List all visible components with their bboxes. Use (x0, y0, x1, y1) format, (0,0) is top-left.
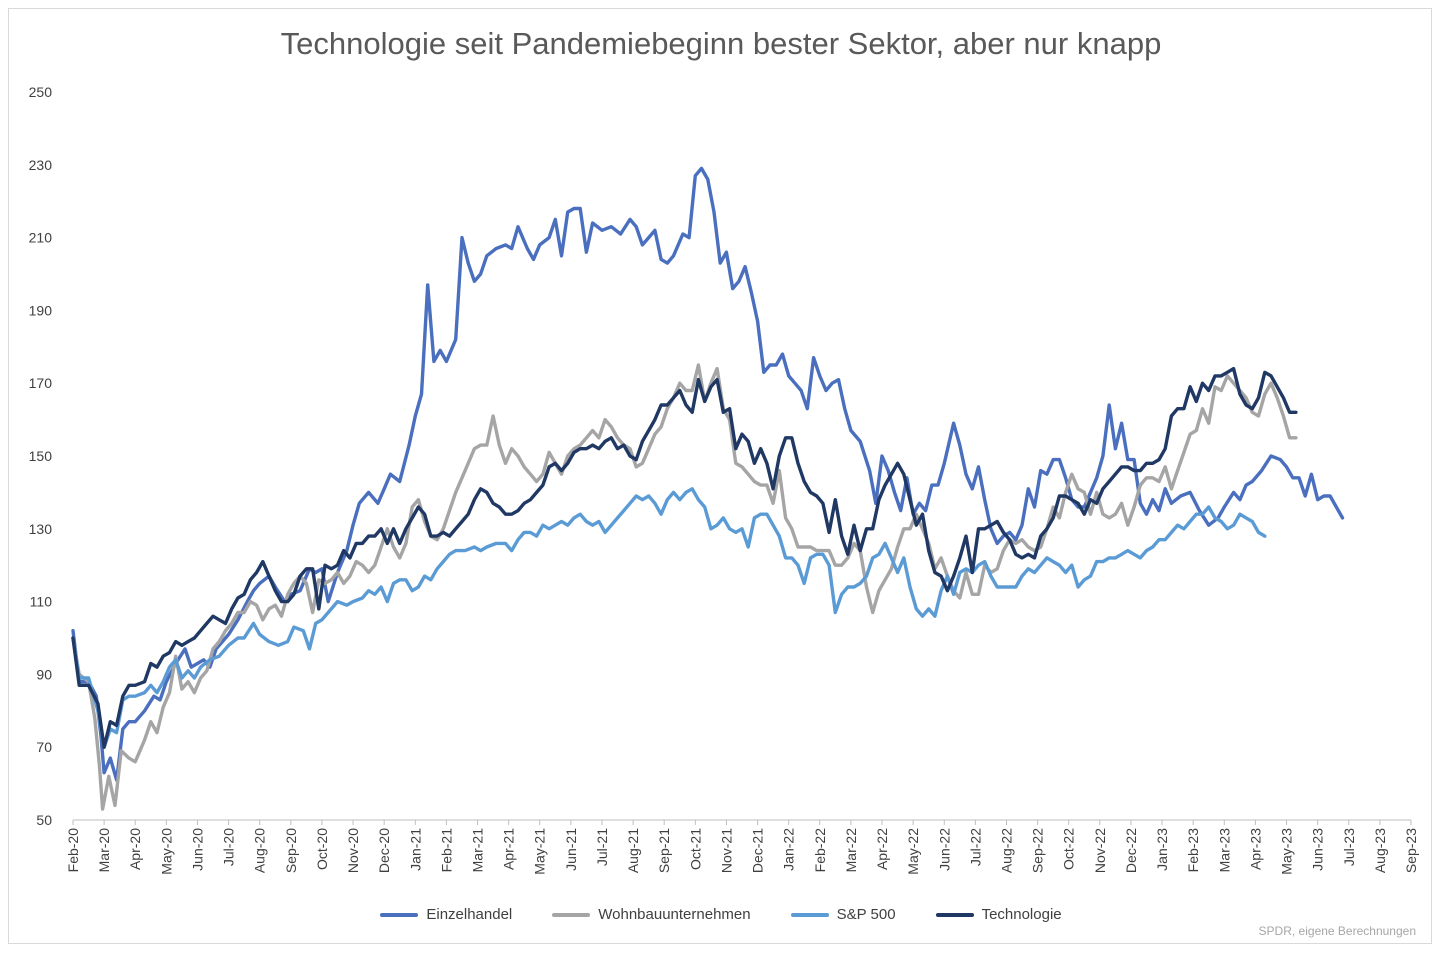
x-tick-label: Sep-20 (283, 828, 299, 873)
x-tick-label: Jan-22 (781, 828, 797, 871)
y-tick-label: 170 (29, 375, 53, 391)
x-tick-label: Mar-21 (470, 828, 486, 873)
legend-swatch (790, 912, 829, 917)
legend-item: Technologie (935, 906, 1062, 923)
series-line-s-p-500 (71, 487, 1267, 749)
chart-legend: Einzelhandel Wohnbauunternehmen S&P 500 Tec… (0, 906, 1442, 923)
y-tick-label: 110 (30, 594, 53, 610)
x-tick-label: May-20 (158, 828, 174, 875)
x-tick-label: Oct-21 (687, 828, 703, 870)
x-tick-label: Sep-21 (656, 828, 672, 873)
y-tick-label: 150 (29, 448, 53, 464)
x-tick-label: Feb-21 (438, 828, 454, 873)
chart-title: Technologie seit Pandemiebeginn bester S… (280, 26, 1162, 61)
x-axis: Feb-20 Mar-20 Apr-20 May-20 Jun-20 Jul-20 Aug-… (65, 819, 1419, 875)
x-tick-label: Jul-20 (221, 828, 237, 866)
series-line-technologie (71, 366, 1298, 749)
legend-label: Technologie (981, 906, 1062, 923)
legend-item: Einzelhandel (380, 906, 512, 923)
x-tick-label: Apr-23 (1247, 828, 1263, 870)
x-tick-label: Nov-21 (718, 828, 734, 873)
x-tick-label: Nov-22 (1092, 828, 1108, 873)
x-tick-label: Feb-23 (1185, 828, 1201, 873)
x-tick-label: Jan-23 (1154, 828, 1170, 871)
x-tick-label: Apr-20 (127, 828, 143, 870)
x-tick-label: Nov-20 (345, 828, 361, 873)
x-tick-label: May-23 (1279, 828, 1295, 875)
x-tick-label: Aug-22 (998, 828, 1014, 873)
x-tick-label: May-22 (905, 828, 921, 875)
y-tick-label: 230 (29, 157, 53, 173)
x-tick-label: Jun-20 (189, 828, 205, 871)
series-line-einzelhandel (71, 166, 1345, 782)
y-tick-label: 50 (36, 812, 52, 828)
x-tick-label: Mar-20 (96, 828, 112, 873)
legend-label: S&P 500 (836, 906, 896, 923)
y-tick-label: 90 (36, 666, 52, 682)
legend-swatch (935, 912, 974, 917)
legend-item: S&P 500 (790, 906, 896, 923)
x-tick-label: Dec-20 (376, 828, 392, 873)
x-tick-label: Apr-22 (874, 828, 890, 870)
x-tick-label: Jun-22 (936, 828, 952, 871)
x-tick-label: May-21 (532, 828, 548, 875)
x-tick-label: Aug-23 (1372, 828, 1388, 873)
x-tick-label: Jun-23 (1310, 828, 1326, 871)
y-tick-label: 210 (29, 230, 53, 246)
y-tick-label: 250 (29, 84, 53, 100)
x-tick-label: Sep-23 (1403, 828, 1419, 873)
x-tick-label: Jul-21 (594, 828, 610, 866)
y-tick-label: 70 (36, 739, 52, 755)
legend-item: Wohnbauunternehmen (552, 906, 751, 923)
chart-frame (8, 8, 1432, 944)
legend-swatch (380, 912, 419, 917)
series-lines (71, 166, 1345, 811)
legend-label: Einzelhandel (426, 906, 513, 923)
x-tick-label: Aug-21 (625, 828, 641, 873)
x-tick-label: Jun-21 (563, 828, 579, 871)
y-tick-label: 190 (29, 302, 53, 318)
series-line-wohnbauunternehmen (71, 363, 1298, 811)
x-tick-label: Jul-22 (967, 828, 983, 866)
x-tick-label: Feb-20 (65, 828, 81, 873)
x-tick-label: Jul-23 (1341, 828, 1357, 866)
y-tick-label: 130 (29, 521, 53, 537)
legend-swatch (552, 912, 591, 917)
x-tick-label: Oct-20 (314, 828, 330, 870)
x-tick-label: Aug-20 (252, 828, 268, 873)
x-tick-label: Oct-22 (1061, 828, 1077, 870)
x-tick-label: Dec-22 (1123, 828, 1139, 873)
x-tick-label: Dec-21 (750, 828, 766, 873)
source-note: SPDR, eigene Berechnungen (1258, 924, 1416, 938)
y-axis: 50 70 90 110 130 150 170 190 210 230 250 (29, 84, 53, 828)
x-tick-label: Mar-22 (843, 828, 859, 873)
x-tick-label: Feb-22 (812, 828, 828, 873)
x-tick-label: Sep-22 (1030, 828, 1046, 873)
x-tick-label: Jan-21 (407, 828, 423, 871)
legend-label: Wohnbauunternehmen (598, 906, 751, 923)
x-tick-label: Mar-23 (1216, 828, 1232, 873)
x-tick-label: Apr-21 (501, 828, 517, 870)
